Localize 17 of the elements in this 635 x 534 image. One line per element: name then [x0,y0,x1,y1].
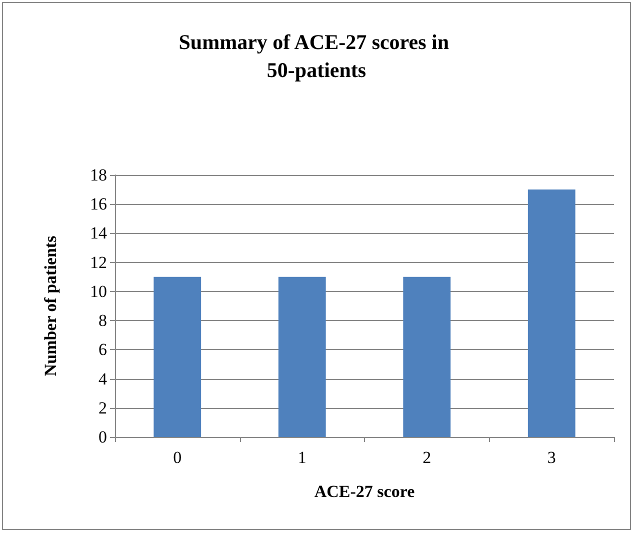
x-tick-label: 3 [547,448,556,467]
y-tick-label: 10 [90,282,107,301]
y-tick-label: 0 [98,428,107,446]
x-tick-label: 1 [298,448,306,467]
x-tick-label: 0 [173,448,182,467]
y-tick-label: 14 [90,224,108,243]
x-axis-title: ACE-27 score [314,482,416,501]
y-tick-label: 6 [98,340,107,360]
x-tick-label: 2 [422,448,432,467]
y-tick-label: 4 [98,369,108,388]
chart-title: Summary of ACE-27 scores in 50-patients [178,30,454,82]
y-tick-label: 8 [98,311,107,330]
y-tick-label: 12 [90,252,107,272]
y-tick-label: 2 [98,398,107,418]
y-tick-label: 18 [90,166,107,184]
y-axis-title: Number of patients [41,235,60,376]
y-tick-label: 16 [90,194,107,214]
